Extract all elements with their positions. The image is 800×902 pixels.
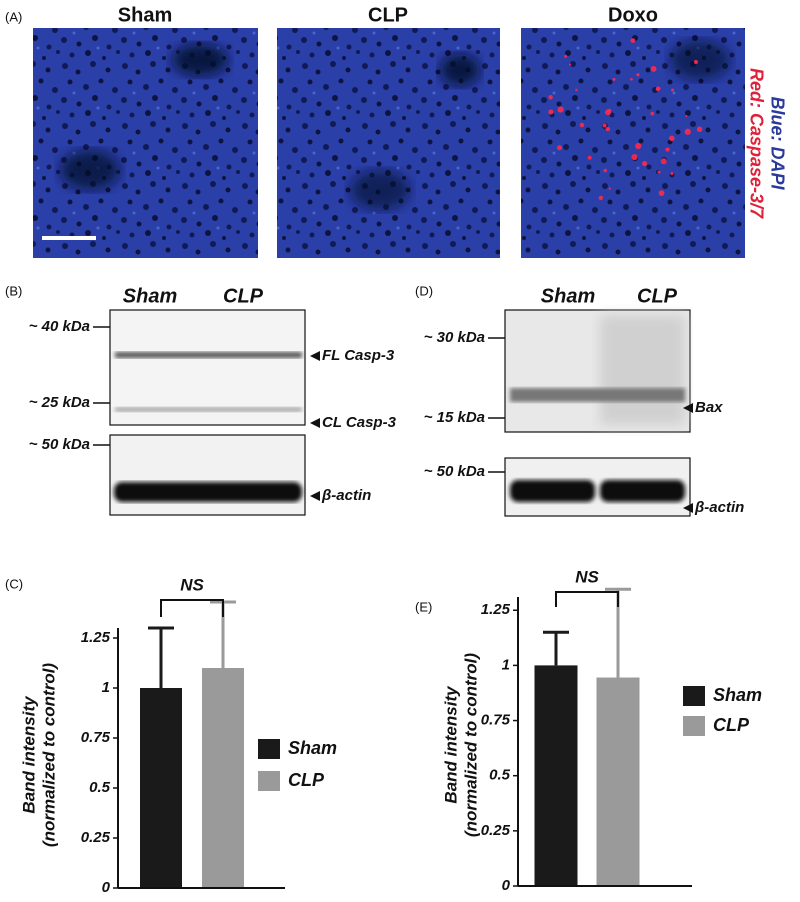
mw-marker: ~ 15 kDa (424, 409, 485, 426)
puncta (579, 122, 585, 128)
puncta (612, 77, 616, 81)
legend-label: Sham (713, 685, 762, 705)
y-tick-label: 1 (502, 656, 510, 673)
puncta (658, 190, 665, 196)
panel-label: (B) (5, 283, 22, 298)
mw-marker: ~ 30 kDa (424, 329, 485, 346)
stain-label: Blue: DAPI (767, 96, 787, 190)
y-tick-label: 1 (102, 679, 110, 696)
legend-label: CLP (288, 770, 325, 790)
significance-bracket (555, 591, 619, 607)
micrograph (521, 28, 745, 258)
image-title: CLP (368, 4, 408, 26)
panel-label: (C) (5, 576, 23, 591)
band-label: β-actin (321, 487, 371, 504)
puncta (665, 147, 670, 152)
mw-marker: ~ 50 kDa (29, 436, 90, 453)
y-axis-label: (normalized to control) (39, 663, 58, 848)
puncta (642, 160, 648, 167)
puncta (605, 126, 611, 132)
y-axis-label: Band intensity (441, 685, 460, 804)
image-title: Doxo (608, 4, 658, 26)
bar (534, 665, 578, 886)
puncta (564, 54, 568, 58)
puncta (657, 170, 661, 174)
puncta (696, 126, 703, 132)
bar (202, 668, 244, 888)
puncta (636, 73, 640, 77)
blot (93, 309, 320, 516)
puncta (660, 158, 667, 165)
y-tick-label: 1.25 (481, 601, 511, 618)
mw-marker: ~ 40 kDa (29, 318, 90, 335)
band-label: β-actin (694, 499, 744, 516)
puncta (669, 135, 675, 142)
y-tick-label: 0.25 (481, 822, 511, 839)
y-tick-label: 0.75 (81, 729, 111, 746)
annotation: NS (575, 567, 599, 586)
bar (140, 688, 182, 888)
bar (596, 677, 640, 886)
mw-marker: ~ 50 kDa (424, 463, 485, 480)
y-tick-label: 0.5 (489, 767, 511, 784)
legend-swatch (683, 686, 705, 706)
band-label: FL Casp-3 (322, 347, 395, 364)
puncta (605, 109, 612, 116)
stain-label: Red: Caspase-3/7 (746, 68, 766, 219)
y-tick-label: 0 (102, 879, 111, 896)
blot (488, 309, 693, 517)
significance-bracket (160, 599, 224, 617)
puncta (656, 86, 661, 91)
band-label: CL Casp-3 (322, 414, 397, 431)
puncta (548, 109, 554, 115)
y-tick-label: 1.25 (81, 629, 111, 646)
y-tick-label: 0.75 (481, 712, 511, 729)
lane-label: Sham (541, 285, 595, 307)
puncta (685, 115, 688, 118)
micrograph (33, 28, 258, 258)
puncta (548, 95, 553, 100)
puncta (575, 88, 578, 92)
lane-label: Sham (123, 285, 177, 307)
puncta (608, 187, 611, 190)
puncta (631, 153, 638, 161)
puncta (693, 59, 699, 65)
y-axis-label: (normalized to control) (461, 653, 480, 838)
y-tick-label: 0.25 (81, 829, 111, 846)
puncta (557, 145, 563, 151)
panel-label: (A) (5, 9, 22, 24)
puncta (670, 172, 674, 176)
image-title: Sham (118, 4, 172, 26)
puncta (557, 106, 564, 113)
legend-label: CLP (713, 715, 750, 735)
lane-label: CLP (637, 285, 678, 307)
puncta (602, 123, 607, 128)
puncta (587, 155, 592, 160)
puncta (603, 168, 608, 173)
puncta (598, 195, 604, 201)
puncta (650, 65, 657, 72)
puncta (635, 142, 642, 150)
micrograph (277, 28, 500, 258)
panel-label: (E) (415, 599, 432, 614)
band-label: Bax (695, 399, 723, 416)
mw-marker: ~ 25 kDa (29, 394, 90, 411)
puncta (630, 77, 633, 81)
legend-label: Sham (288, 738, 337, 758)
y-axis-label: Band intensity (19, 695, 38, 814)
lane-label: CLP (223, 285, 264, 307)
legend-swatch (683, 716, 705, 736)
puncta (650, 111, 655, 116)
y-tick-label: 0 (502, 877, 511, 894)
legend-swatch (258, 771, 280, 791)
puncta (670, 88, 675, 92)
puncta (630, 38, 636, 44)
puncta (568, 63, 572, 66)
y-tick-label: 0.5 (89, 779, 111, 796)
panel-label: (D) (415, 283, 433, 298)
puncta (684, 128, 691, 135)
legend-swatch (258, 739, 280, 759)
annotation: NS (180, 575, 204, 594)
